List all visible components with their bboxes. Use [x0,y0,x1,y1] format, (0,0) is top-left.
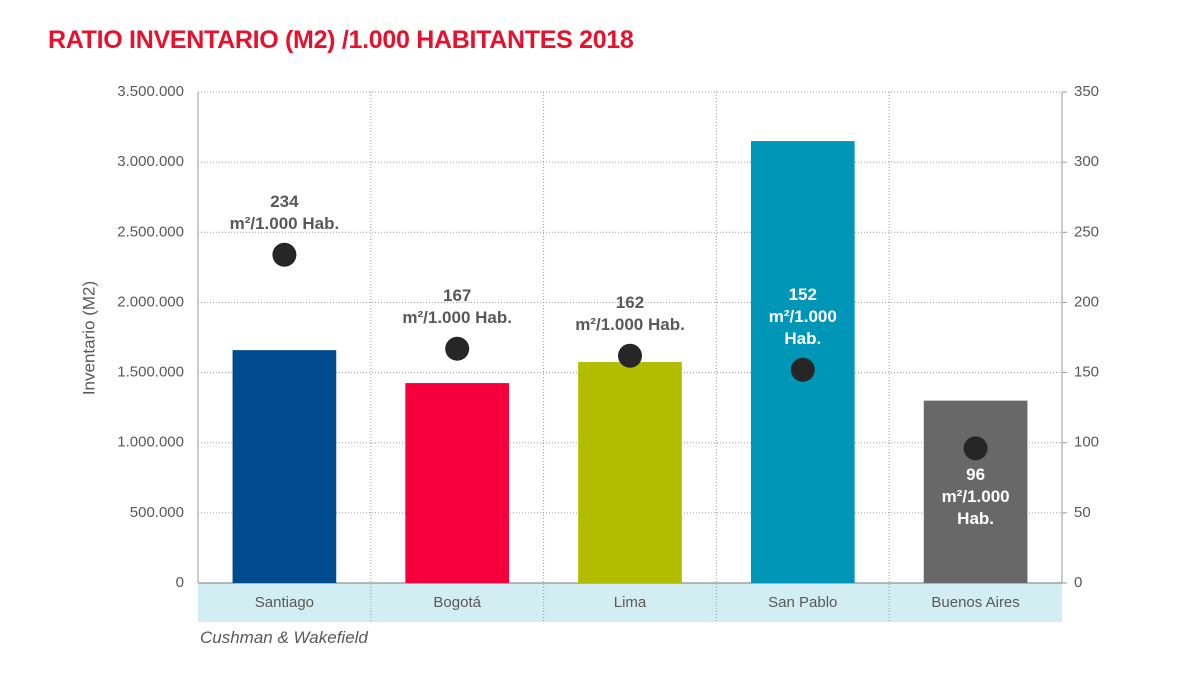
y2-tick-label: 200 [1074,293,1099,310]
y-tick-label: 1.500.000 [117,364,184,381]
y2-tick-label: 0 [1074,574,1082,591]
y2-tick-label: 150 [1074,364,1099,381]
dot [445,336,470,361]
bar [232,350,337,583]
dot [790,357,815,382]
y-tick-label: 3.500.000 [117,83,184,100]
value-label: 234 m²/1.000 Hab. [229,191,340,233]
y-tick-label: 3.000.000 [117,153,184,170]
bar [578,362,682,583]
y2-tick-label: 350 [1074,83,1099,100]
value-label: 152 m²/1.000 Hab. [768,284,837,348]
y-tick-label: 2.000.000 [117,293,184,310]
y-tick-label: 500.000 [130,504,184,521]
value-label: 167 m²/1.000 Hab. [402,285,512,327]
dot [963,436,988,461]
y2-tick-label: 300 [1074,153,1099,170]
y2-tick-label: 250 [1074,223,1099,240]
value-label: 162 m²/1.000 Hab. [575,292,685,334]
y2-tick-label: 100 [1074,434,1099,451]
y-tick-label: 0 [176,574,184,591]
bar [923,400,1028,583]
category-band [198,583,1062,622]
x-tick-label: San Pablo [768,594,837,611]
x-tick-label: Santiago [255,594,314,611]
y-axis-label: Inventario (M2) [79,281,98,395]
x-tick-label: Lima [614,594,647,611]
value-label: 96 m²/1.000 Hab. [941,465,1010,529]
source: Cushman & Wakefield [200,628,368,647]
bar [405,383,510,583]
x-tick-label: Buenos Aires [931,594,1019,611]
y-tick-label: 1.000.000 [117,434,184,451]
x-tick-label: Bogotá [433,594,481,611]
dot [272,242,297,267]
y2-tick-label: 50 [1074,504,1091,521]
chart-title: RATIO INVENTARIO (M2) /1.000 HABITANTES … [48,26,634,54]
dot [618,343,642,368]
y-tick-label: 2.500.000 [117,223,184,240]
